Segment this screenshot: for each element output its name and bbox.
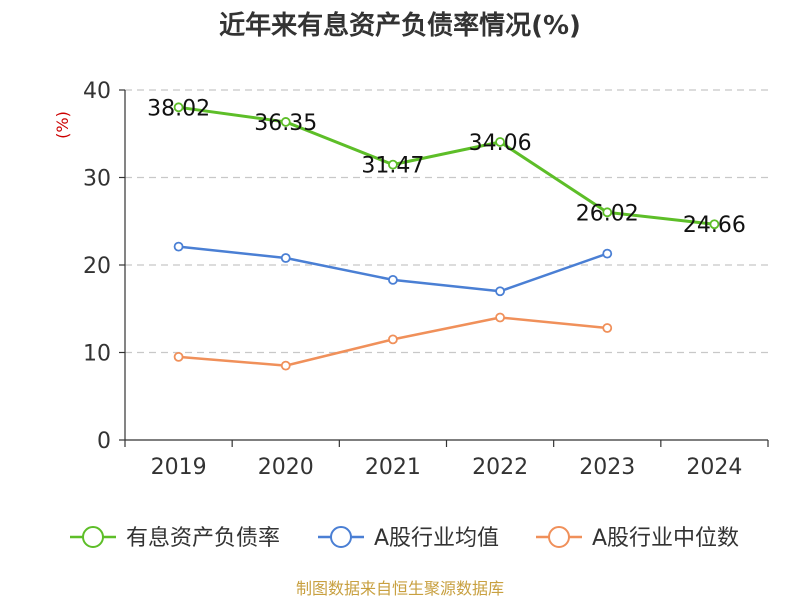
data-point	[388, 334, 398, 345]
data-point	[280, 117, 291, 127]
x-tick-label: 2019	[151, 455, 207, 480]
y-tick-label: 20	[83, 254, 111, 279]
legend-label: A股行业中位数	[592, 526, 739, 551]
grid-lines	[125, 89, 768, 354]
legend-marker	[82, 526, 104, 548]
data-point	[280, 360, 291, 371]
x-tick-label: 2023	[579, 455, 635, 480]
data-label: 36.35	[254, 111, 317, 136]
data-point	[173, 241, 184, 252]
source-note: 制图数据来自恒生聚源数据库	[296, 579, 504, 598]
y-tick-label: 0	[97, 429, 111, 454]
data-label: 24.66	[683, 213, 746, 238]
x-tick-label: 2020	[258, 455, 314, 480]
legend-item: 有息资产负债率	[70, 526, 280, 551]
legend-marker	[548, 526, 570, 548]
data-point	[495, 137, 505, 147]
y-tick-label: 40	[83, 79, 111, 104]
data-point	[173, 102, 184, 113]
legend-label: 有息资产负债率	[126, 526, 280, 551]
series-layer	[173, 102, 720, 371]
legend-label: A股行业均值	[374, 526, 499, 551]
axes: 0 10 20 30 40 2019 2020 2021 2022 2023 2024	[83, 79, 769, 480]
data-labels: 38.02 36.35 31.47 34.06 26.02 24.66	[147, 96, 746, 238]
data-point	[173, 351, 184, 362]
data-point	[602, 248, 613, 259]
x-tick-label: 2024	[686, 455, 742, 480]
data-point	[602, 323, 613, 333]
data-point	[388, 159, 398, 170]
data-point	[280, 253, 291, 263]
data-point	[388, 274, 398, 285]
data-point	[709, 219, 720, 230]
x-tick-label: 2021	[365, 455, 421, 480]
series-line-0	[178, 105, 715, 226]
legend: 有息资产负债率 A股行业均值 A股行业中位数	[70, 526, 739, 551]
data-label: 26.02	[576, 201, 639, 226]
y-tick-label: 10	[83, 342, 111, 367]
data-label: 31.47	[361, 154, 424, 179]
data-label: 34.06	[469, 131, 532, 156]
legend-item: A股行业均值	[318, 526, 499, 551]
data-point	[495, 286, 505, 297]
data-point	[602, 207, 613, 218]
data-label: 38.02	[147, 96, 210, 121]
y-axis-label: (%)	[53, 111, 72, 139]
y-tick-label: 30	[83, 167, 111, 192]
data-point	[495, 312, 505, 323]
legend-marker	[330, 526, 352, 548]
legend-item: A股行业中位数	[536, 526, 739, 551]
x-tick-label: 2022	[472, 455, 528, 480]
chart-title: 近年来有息资产负债率情况(%)	[219, 10, 581, 41]
